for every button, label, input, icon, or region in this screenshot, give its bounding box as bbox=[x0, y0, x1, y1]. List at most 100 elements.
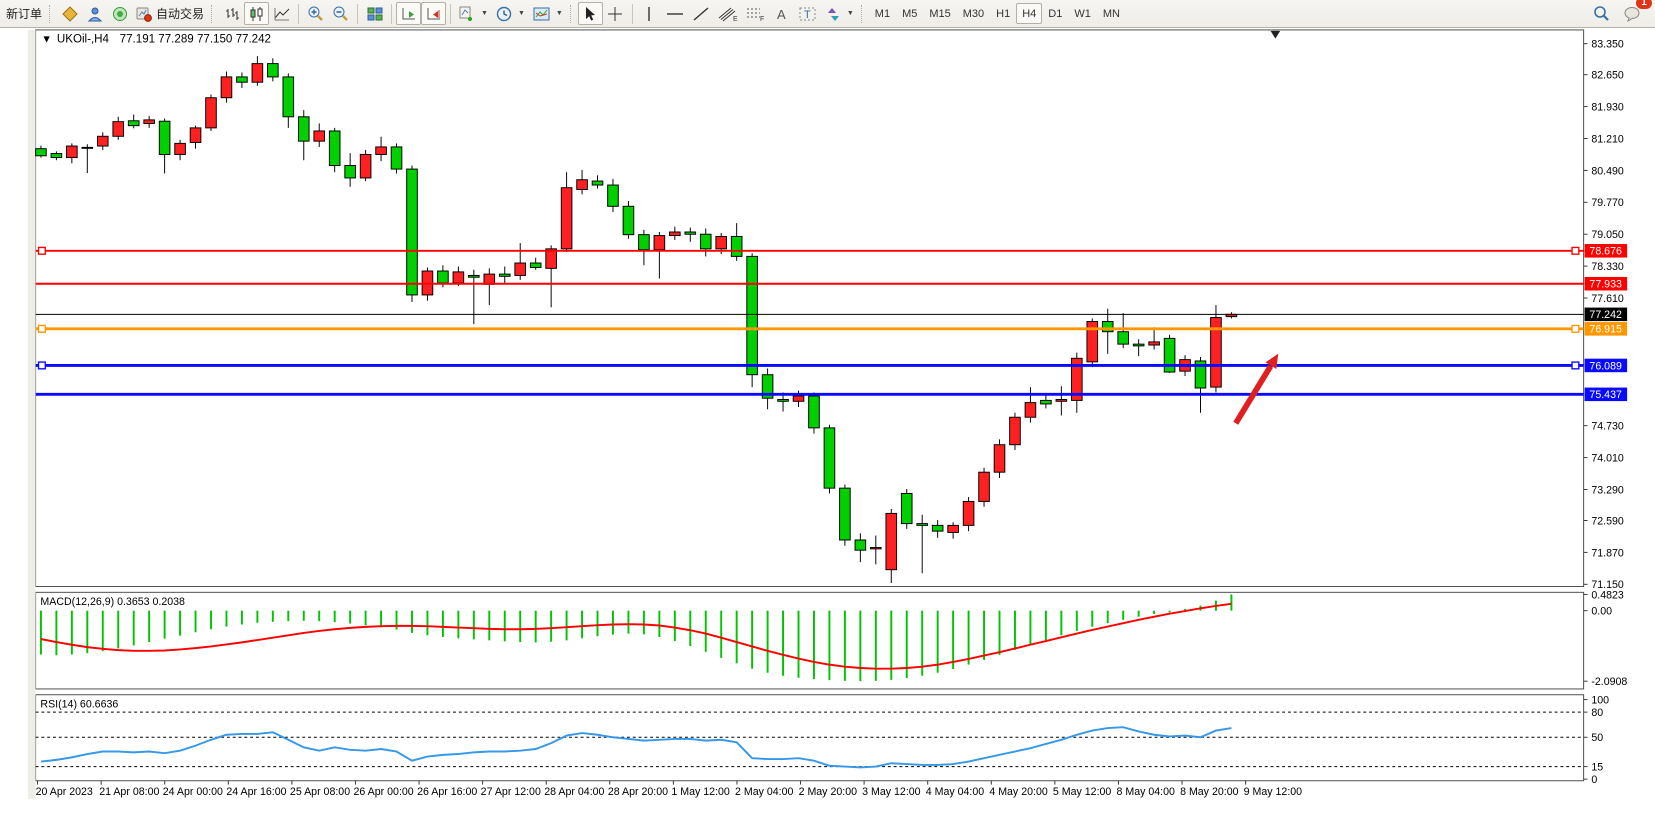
fibonacci-button[interactable]: F bbox=[742, 2, 770, 25]
price-badge-label: 77.933 bbox=[1589, 279, 1622, 291]
date-tick-label: 9 May 12:00 bbox=[1244, 786, 1302, 798]
macd-tick-label: 0.4823 bbox=[1591, 589, 1624, 601]
mql5-button[interactable] bbox=[57, 2, 82, 25]
zoom-out-icon bbox=[333, 6, 348, 21]
search-button[interactable] bbox=[1589, 2, 1614, 25]
chart-line-button[interactable] bbox=[269, 2, 294, 25]
date-tick-label: 1 May 12:00 bbox=[671, 786, 729, 798]
price-tick-label: 77.610 bbox=[1591, 293, 1624, 305]
price-tick-label: 71.870 bbox=[1591, 547, 1624, 559]
channel-icon: E bbox=[718, 7, 738, 22]
price-badge-label: 77.242 bbox=[1589, 309, 1622, 321]
macd-signal-line bbox=[40, 602, 1232, 670]
date-tick-label: 26 Apr 00:00 bbox=[354, 786, 414, 798]
timeframe-d1-button[interactable]: D1 bbox=[1042, 3, 1068, 24]
date-tick-label: 26 Apr 16:00 bbox=[417, 786, 477, 798]
indicators-button[interactable]: ▼ bbox=[455, 2, 492, 25]
date-tick-label: 28 Apr 04:00 bbox=[544, 786, 604, 798]
periods-button[interactable]: ▼ bbox=[492, 2, 529, 25]
arrows-objects-button[interactable]: ▼ bbox=[821, 2, 858, 25]
timeframe-w1-button[interactable]: W1 bbox=[1068, 3, 1097, 24]
svg-text:F: F bbox=[760, 16, 764, 22]
chart-shift-marker[interactable] bbox=[1270, 30, 1281, 39]
chart-canvas[interactable]: ▼ UKOil-,H4 77.191 77.289 77.150 77.242 … bbox=[0, 28, 1655, 831]
rsi-tick-label: 0 bbox=[1591, 774, 1597, 786]
symbol-dropdown-icon[interactable]: ▼ bbox=[41, 33, 52, 45]
templates-button[interactable]: ▼ bbox=[529, 2, 567, 25]
arrow-annotation[interactable] bbox=[1233, 353, 1279, 425]
macd-tick-label: 0.00 bbox=[1591, 606, 1612, 618]
price-axis[interactable]: 83.350 82.650 81.930 81.210 80.490 79.770 79.0… bbox=[1583, 39, 1624, 592]
fibonacci-icon: F bbox=[746, 8, 764, 22]
timeframe-m30-button[interactable]: M30 bbox=[957, 3, 990, 24]
toolbar-grip bbox=[211, 4, 215, 23]
horizontal-line-button[interactable] bbox=[662, 2, 688, 25]
line-handle[interactable] bbox=[1571, 324, 1580, 333]
price-tick-label: 79.050 bbox=[1591, 229, 1624, 241]
window-left-edge bbox=[27, 29, 36, 800]
candlestick-icon bbox=[250, 6, 263, 21]
text-label-button[interactable]: T bbox=[795, 2, 821, 25]
timeframe-m1-button[interactable]: M1 bbox=[869, 3, 896, 24]
toolbar-grip bbox=[49, 4, 53, 23]
line-handle[interactable] bbox=[37, 324, 46, 333]
timeframe-h4-button[interactable]: H4 bbox=[1016, 3, 1043, 24]
autoscroll-icon bbox=[402, 7, 415, 19]
equidistant-channel-button[interactable]: E bbox=[714, 2, 742, 25]
text-label-icon: T bbox=[799, 7, 816, 21]
timeframe-m15-button[interactable]: M15 bbox=[923, 3, 956, 24]
price-tick-label: 83.350 bbox=[1591, 39, 1624, 51]
price-tick-label: 73.290 bbox=[1591, 484, 1624, 496]
line-handle[interactable] bbox=[37, 361, 46, 370]
date-tick-label: 5 May 12:00 bbox=[1053, 786, 1111, 798]
timeframe-h1-button[interactable]: H1 bbox=[990, 3, 1016, 24]
chart-quote-line: 77.191 77.289 77.150 77.242 bbox=[120, 33, 271, 45]
trendline-button[interactable] bbox=[688, 2, 714, 25]
line-handle[interactable] bbox=[1571, 361, 1580, 370]
timeframe-m5-button[interactable]: M5 bbox=[896, 3, 923, 24]
cursor-button[interactable] bbox=[577, 2, 603, 25]
chart-bars-button[interactable] bbox=[219, 2, 244, 25]
autoscroll-button[interactable] bbox=[396, 2, 422, 25]
crosshair-button[interactable] bbox=[603, 2, 628, 25]
crosshair-icon bbox=[608, 6, 623, 21]
toolbar-grip bbox=[860, 4, 865, 23]
tile-windows-button[interactable] bbox=[362, 2, 387, 25]
price-tick-label: 82.650 bbox=[1591, 70, 1624, 82]
price-tick-label: 71.150 bbox=[1591, 579, 1624, 591]
zoom-in-button[interactable] bbox=[303, 2, 328, 25]
timeframe-mn-button[interactable]: MN bbox=[1097, 3, 1126, 24]
horizontal-line-icon bbox=[666, 12, 683, 15]
person-icon bbox=[87, 7, 102, 21]
zoom-out-button[interactable] bbox=[328, 2, 353, 25]
svg-text:E: E bbox=[733, 16, 738, 22]
price-tick-label: 72.590 bbox=[1591, 515, 1624, 527]
chart-shift-icon bbox=[427, 7, 440, 19]
date-tick-label: 27 Apr 12:00 bbox=[481, 786, 541, 798]
new-order-label: 新订单 bbox=[6, 7, 43, 21]
chart-shift-button[interactable] bbox=[421, 2, 447, 25]
line-handle[interactable] bbox=[1571, 246, 1580, 255]
macd-indicator[interactable]: 0.4823 0.00 -2.0908 bbox=[39, 589, 1628, 688]
notifications-button[interactable] bbox=[1620, 2, 1645, 25]
community-button[interactable] bbox=[82, 2, 107, 25]
candlestick-series[interactable] bbox=[35, 56, 1238, 583]
add-indicator-icon bbox=[459, 6, 473, 21]
date-axis[interactable]: 20 Apr 2023 21 Apr 08:00 24 Apr 00:00 24 Ap… bbox=[36, 780, 1303, 798]
price-tick-label: 74.730 bbox=[1591, 421, 1624, 433]
new-order-button[interactable]: 新订单 bbox=[2, 2, 46, 25]
date-tick-label: 21 Apr 08:00 bbox=[99, 786, 159, 798]
date-tick-label: 4 May 04:00 bbox=[926, 786, 984, 798]
autotrading-button[interactable]: 自动交易 bbox=[132, 2, 208, 25]
rsi-line bbox=[40, 726, 1232, 769]
signal-button[interactable] bbox=[107, 2, 132, 25]
text-button[interactable]: A bbox=[770, 2, 795, 25]
line-handle[interactable] bbox=[37, 246, 46, 255]
vertical-line-button[interactable] bbox=[637, 2, 662, 25]
chart-candles-button[interactable] bbox=[244, 2, 270, 25]
horizontal-line-objects[interactable]: 78.676 77.933 77.242 76.915 76.089 75.437 bbox=[35, 244, 1628, 401]
date-tick-label: 4 May 20:00 bbox=[989, 786, 1047, 798]
date-tick-label: 28 Apr 20:00 bbox=[608, 786, 668, 798]
